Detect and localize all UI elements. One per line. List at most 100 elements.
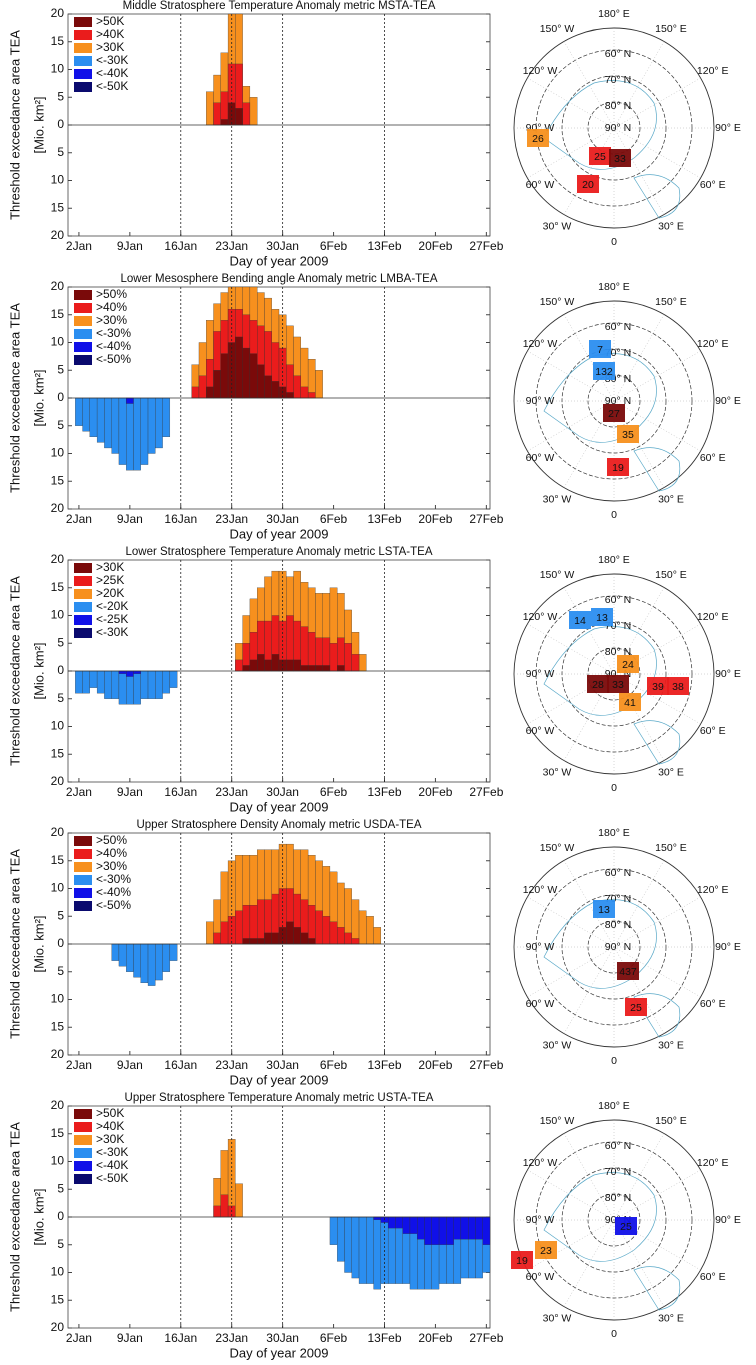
legend-swatch — [74, 836, 92, 846]
y-tick-label: 10 — [51, 881, 65, 895]
meridian-label: 150° E — [655, 1115, 687, 1127]
map-circle — [587, 101, 641, 155]
bar — [366, 1216, 374, 1284]
bar — [307, 392, 316, 399]
x-tick-label: 13Feb — [367, 239, 401, 253]
bar — [96, 670, 105, 694]
bar — [147, 943, 156, 986]
bar — [271, 654, 280, 672]
legend-label: <-50K — [96, 79, 128, 93]
bar — [257, 654, 265, 672]
legend-swatch — [74, 342, 92, 352]
legend-label: <-25K — [96, 612, 128, 626]
x-tick-label: 9Jan — [117, 785, 143, 799]
meridian-label: 30° W — [543, 494, 572, 506]
legend-label: <-20K — [96, 599, 128, 613]
map-box — [625, 998, 647, 1016]
meridian-label: 150° E — [655, 296, 687, 308]
y-tick-label: 5 — [57, 145, 64, 159]
meridian-label: 150° E — [655, 842, 687, 854]
bar — [468, 1216, 476, 1240]
bar — [249, 659, 258, 672]
bar — [155, 397, 163, 449]
bar — [351, 899, 360, 945]
y-tick-label: 10 — [51, 719, 65, 733]
bar — [358, 654, 367, 672]
legend-swatch — [74, 17, 92, 27]
x-tick-label: 6Feb — [320, 239, 348, 253]
bar — [126, 397, 134, 471]
y-tick-label: 15 — [51, 307, 65, 321]
meridian-label: 120° W — [523, 1157, 558, 1169]
x-axis-label: Day of year 2009 — [229, 799, 328, 814]
bar — [300, 932, 309, 945]
parallel-label: 60° N — [605, 1140, 631, 1152]
x-tick-label: 9Jan — [117, 512, 143, 526]
legend-label: >40% — [96, 300, 127, 314]
map-box — [535, 1241, 557, 1259]
meridian-label: 120° E — [697, 1157, 729, 1169]
bar — [118, 943, 127, 967]
bar — [249, 938, 258, 945]
meridian-label: 180° E — [598, 1100, 630, 1112]
map-box-label: 25 — [620, 1221, 632, 1233]
bar — [235, 659, 243, 672]
map-box-label: 33 — [612, 679, 624, 691]
legend-label: <-50K — [96, 1171, 128, 1185]
x-tick-label: 2Jan — [66, 1331, 92, 1345]
map-box — [593, 362, 615, 380]
map-box — [591, 608, 613, 626]
legend-swatch — [74, 1161, 92, 1171]
legend-swatch — [74, 316, 92, 326]
y-tick-label: 15 — [51, 1126, 65, 1140]
x-tick-label: 20Feb — [418, 512, 452, 526]
meridian-label: 150° W — [540, 296, 575, 308]
bar — [373, 1216, 382, 1220]
meridian-label: 30° E — [658, 1313, 684, 1325]
bar — [300, 386, 309, 399]
legend-label: <-40K — [96, 1158, 128, 1172]
y-tick-label: 20 — [51, 825, 65, 839]
x-tick-label: 9Jan — [117, 239, 143, 253]
bar — [111, 943, 120, 961]
meridian-label: 30° W — [543, 1040, 572, 1052]
x-tick-label: 20Feb — [418, 785, 452, 799]
legend-swatch — [74, 82, 92, 92]
bar — [140, 943, 149, 983]
meridian-label: 150° W — [540, 569, 575, 581]
x-tick-label: 30Jan — [266, 785, 299, 799]
bar — [140, 397, 149, 465]
legend-swatch — [74, 69, 92, 79]
legend-label: >30% — [96, 313, 127, 327]
y-tick-label: 20 — [51, 774, 65, 788]
y-tick-label: 20 — [51, 552, 65, 566]
bar — [329, 921, 338, 945]
parallel-label: 60° N — [605, 867, 631, 879]
map-box — [617, 425, 639, 443]
legend-swatch — [74, 303, 92, 313]
map-box-label: 19 — [516, 1255, 528, 1267]
bar — [446, 1216, 454, 1245]
legend-swatch — [74, 862, 92, 872]
x-tick-label: 13Feb — [367, 785, 401, 799]
map-box-label: 7 — [597, 344, 603, 356]
y-tick-label: 15 — [51, 580, 65, 594]
map-box-label: 26 — [532, 133, 544, 145]
y-axis-unit: [Mio. km²] — [31, 642, 46, 699]
y-tick-label: 5 — [57, 1237, 64, 1251]
meridian-label: 90° W — [526, 395, 555, 407]
bar — [235, 108, 243, 126]
polar-map: 0 30° E 60° E 90° E 120° E 150° E 180° E 150° W… — [513, 827, 741, 1067]
meridian-label: 120° W — [523, 884, 558, 896]
map-box-label: 13 — [596, 612, 608, 624]
x-tick-label: 9Jan — [117, 1058, 143, 1072]
map-box — [615, 1217, 637, 1235]
meridian-label: 60° W — [526, 998, 555, 1010]
bar — [344, 1216, 352, 1273]
meridian-label: 180° E — [598, 827, 630, 839]
legend-swatch — [74, 1174, 92, 1184]
bar — [133, 397, 141, 471]
bar — [140, 670, 149, 699]
x-tick-label: 23Jan — [215, 785, 248, 799]
bar — [75, 670, 83, 694]
